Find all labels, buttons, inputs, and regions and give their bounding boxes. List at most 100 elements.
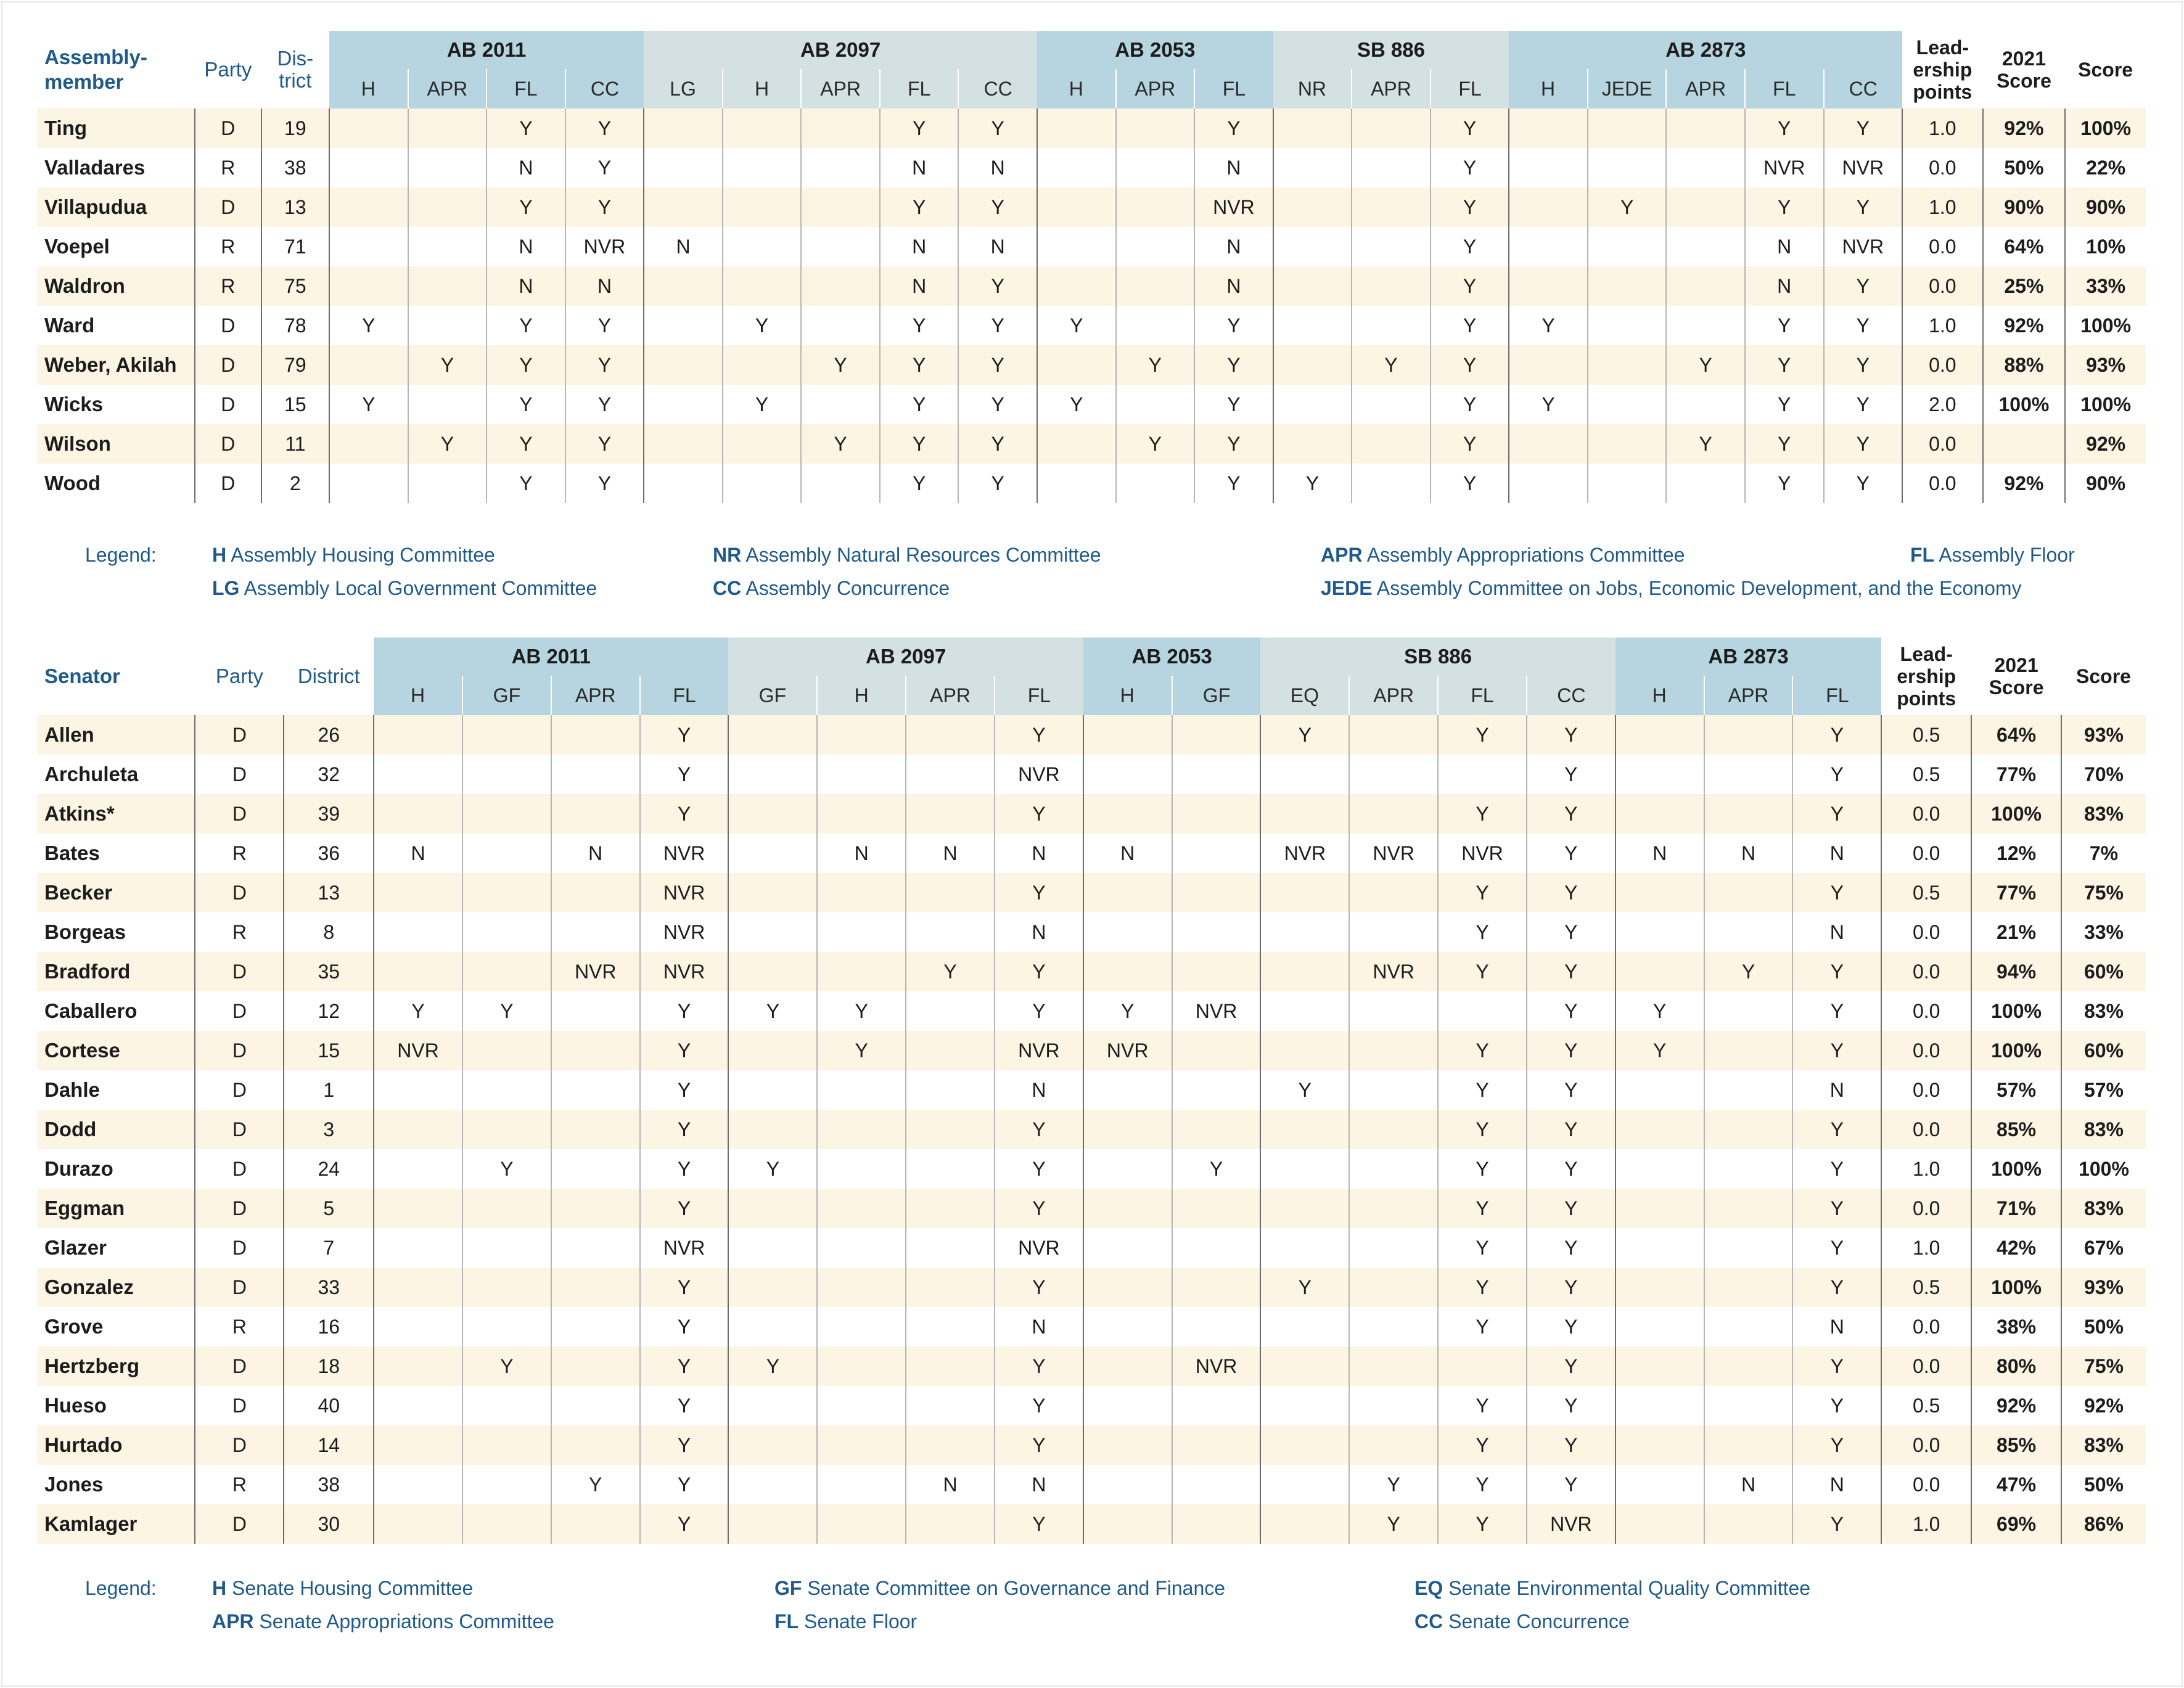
- vote-cell: [407, 385, 487, 424]
- legend-abbr: NR: [713, 544, 742, 566]
- table-row: Bates R 36 N N NVR N N N N NVR NVR NVR Y N N N 0.0 12% 7%: [37, 834, 2146, 873]
- table-row: Caballero D 12 Y Y Y Y Y Y Y NVR Y Y Y 0.0 100% 83%: [37, 991, 2146, 1031]
- senate-bill-header: AB 2053: [1083, 637, 1261, 676]
- vote-cell: Y: [1525, 1149, 1615, 1189]
- vote-cell: Y: [639, 755, 729, 794]
- vote-cell: N: [486, 266, 565, 306]
- member-name: Glazer: [37, 1228, 195, 1268]
- vote-cell: [905, 1110, 995, 1149]
- vote-cell: [1614, 1070, 1704, 1110]
- vote-cell: [1508, 266, 1588, 306]
- vote-cell: [1115, 266, 1195, 306]
- vote-cell: N: [550, 834, 640, 873]
- vote-cell: Y: [564, 306, 644, 345]
- score-cell: 57%: [2060, 1070, 2146, 1110]
- vote-cell: Y: [1792, 755, 1882, 794]
- vote-cell: Y: [728, 991, 818, 1031]
- vote-cell: NVR: [639, 834, 729, 873]
- party-cell: R: [194, 148, 261, 187]
- senate-committee-header: APR: [550, 676, 640, 715]
- leadership-points-cell: 0.5: [1881, 755, 1972, 794]
- vote-cell: [373, 1307, 462, 1346]
- vote-cell: Y: [1437, 1070, 1527, 1110]
- leadership-points-cell: 0.5: [1881, 1386, 1972, 1425]
- vote-cell: [1508, 109, 1588, 148]
- party-cell: D: [194, 1386, 284, 1425]
- senate-legend-item: FL Senate Floor: [774, 1610, 917, 1633]
- vote-cell: N: [564, 266, 644, 306]
- vote-cell: Y: [728, 1149, 818, 1189]
- vote-cell: Y: [1429, 109, 1509, 148]
- vote-cell: [329, 464, 408, 503]
- senate-bill-header: AB 2011: [374, 637, 729, 676]
- vote-cell: [373, 873, 462, 912]
- member-name: Ting: [37, 109, 195, 148]
- vote-cell: [407, 109, 487, 148]
- prev-score-cell: 57%: [1971, 1070, 2061, 1110]
- party-cell: D: [194, 187, 261, 227]
- district-cell: 11: [260, 424, 330, 464]
- vote-cell: [1614, 1189, 1704, 1228]
- vote-cell: Y: [1260, 1070, 1350, 1110]
- vote-cell: [1260, 1228, 1350, 1268]
- assembly-leadership-header: Lead-ership points: [1913, 36, 1973, 103]
- vote-cell: NVR: [550, 952, 640, 991]
- vote-cell: [1703, 1149, 1793, 1189]
- leadership-points-cell: 1.0: [1902, 187, 1983, 227]
- score-cell: 83%: [2060, 794, 2146, 834]
- leadership-points-cell: 0.0: [1881, 834, 1972, 873]
- vote-cell: [1260, 1189, 1350, 1228]
- prev-score-cell: 100%: [1982, 385, 2066, 424]
- vote-cell: Y: [993, 873, 1083, 912]
- vote-cell: [329, 187, 408, 227]
- member-name: Jones: [37, 1465, 195, 1504]
- leadership-points-cell: 0.0: [1902, 345, 1983, 385]
- score-cell: 33%: [2064, 266, 2146, 306]
- vote-cell: Y: [1792, 1149, 1882, 1189]
- vote-cell: Y: [639, 1110, 729, 1149]
- vote-cell: Y: [486, 109, 565, 148]
- vote-cell: Y: [486, 187, 565, 227]
- table-row: Waldron R 75 N N N Y N Y N Y 0.0 25% 33%: [37, 266, 2146, 306]
- vote-cell: Y: [721, 306, 802, 345]
- vote-cell: Y: [1792, 715, 1882, 755]
- vote-cell: NVR: [1171, 1346, 1261, 1386]
- prev-score-cell: 64%: [1971, 715, 2061, 755]
- score-cell: 60%: [2060, 952, 2146, 991]
- vote-cell: [728, 1110, 818, 1149]
- vote-cell: [1082, 1425, 1172, 1465]
- vote-cell: Y: [1429, 227, 1509, 266]
- prev-score-cell: 100%: [1971, 1149, 2061, 1189]
- senate-committee-header: APR: [905, 676, 995, 715]
- prev-score-cell: 38%: [1971, 1307, 2061, 1346]
- vote-cell: Y: [564, 424, 644, 464]
- vote-cell: [1171, 873, 1261, 912]
- vote-cell: Y: [1525, 1189, 1615, 1228]
- vote-cell: Y: [564, 148, 644, 187]
- leadership-points-cell: 0.0: [1881, 1307, 1972, 1346]
- vote-cell: [1171, 715, 1261, 755]
- vote-cell: [1260, 1149, 1350, 1189]
- table-row: Wood D 2 Y Y Y Y Y Y Y Y Y 0.0 92% 90%: [37, 464, 2146, 503]
- vote-cell: N: [879, 148, 959, 187]
- vote-cell: [1614, 1346, 1704, 1386]
- vote-cell: Y: [1792, 952, 1882, 991]
- table-row: Wilson D 11 Y Y Y Y Y Y Y Y Y Y Y Y 0.0 92%: [37, 424, 2146, 464]
- vote-cell: Y: [1823, 306, 1903, 345]
- vote-cell: [1508, 345, 1588, 385]
- vote-cell: [1614, 1425, 1704, 1465]
- vote-cell: [461, 1425, 551, 1465]
- table-row: Atkins* D 39 Y Y Y Y Y 0.0 100% 83%: [37, 794, 2146, 834]
- vote-cell: Y: [1429, 148, 1509, 187]
- vote-cell: [461, 1070, 551, 1110]
- party-cell: D: [194, 109, 261, 148]
- vote-cell: [550, 1386, 640, 1425]
- vote-cell: [816, 1228, 906, 1268]
- table-row: Hueso D 40 Y Y Y Y Y 0.5 92% 92%: [37, 1386, 2146, 1425]
- senate-committee-header: GF: [461, 676, 551, 715]
- vote-cell: [1703, 1346, 1793, 1386]
- score-cell: 33%: [2060, 912, 2146, 952]
- vote-cell: [1437, 1346, 1527, 1386]
- vote-cell: [1587, 148, 1667, 187]
- prev-score-cell: 94%: [1971, 952, 2061, 991]
